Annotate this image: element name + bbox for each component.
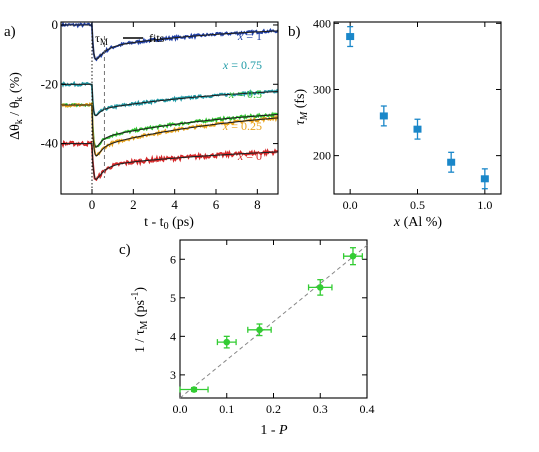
panel-a-series-fit <box>62 143 279 180</box>
panel-a-series-fit <box>62 104 279 148</box>
panel-b: b) 0.0 0.5 1.0 200 300 400 τM (fs) x (Al %) <box>288 16 502 230</box>
panel-c-xtick-label: 0.0 <box>173 402 188 416</box>
panel-a-xlabel: t - t0 (ps) <box>144 215 194 232</box>
panel-c-point <box>256 326 263 334</box>
panel-a-xtick-label: 2 <box>130 197 137 212</box>
panel-c-ytick-label: 6 <box>170 252 176 266</box>
panel-c-point <box>190 386 198 393</box>
panel-a-xtick-label: 6 <box>213 197 220 212</box>
panel-c-frame <box>179 239 368 399</box>
panel-c-point <box>223 338 231 346</box>
panel-a-series-label: x = 0.5 <box>228 87 262 101</box>
panel-a-ytick-label: -40 <box>41 136 58 151</box>
panel-b-letter: b) <box>288 24 301 40</box>
panel-b-frame <box>333 21 502 195</box>
panel-c-axes: 0.0 0.1 0.2 0.3 0.4 3 4 5 6 <box>170 240 375 416</box>
panel-a-frame <box>60 21 279 195</box>
panel-a-letter: a) <box>4 24 16 40</box>
panel-c-points <box>179 247 363 393</box>
panel-c-letter: c) <box>119 242 131 258</box>
panel-c-ylabel: 1 / τM (ps-1) <box>130 287 150 353</box>
panel-a-tau-label: τM <box>95 31 108 47</box>
panel-a-ytick-label: 0 <box>52 17 59 32</box>
panel-a-series-fit <box>62 24 279 60</box>
panel-a-ytick-label: -20 <box>41 76 58 91</box>
panel-b-ytick-label: 200 <box>313 149 331 163</box>
panel-b-xtick-label: 0.5 <box>410 198 425 212</box>
panel-b-ytick-label: 300 <box>313 82 331 96</box>
panel-a-xtick-label: 4 <box>171 197 178 212</box>
panel-c-ytick-label: 5 <box>170 291 176 305</box>
panel-c-xtick-label: 0.4 <box>360 402 375 416</box>
panel-c-ytick-label: 4 <box>170 329 176 343</box>
panel-c-xtick-label: 0.1 <box>219 402 234 416</box>
panel-a-series-label: x = 0 <box>237 149 262 163</box>
panel-b-xtick-label: 0.0 <box>343 198 358 212</box>
panel-b-axes: 0.0 0.5 1.0 200 300 400 <box>313 16 501 212</box>
panel-a-series-label: x = 0.75 <box>222 58 262 72</box>
panel-c-point <box>349 252 357 260</box>
panel-a-legend-label: fits <box>149 31 165 45</box>
panel-c-ytick-label: 3 <box>170 368 176 382</box>
panel-a-series-label: x = 0.25 <box>222 119 262 133</box>
panel-c-fit-line <box>179 245 368 399</box>
panel-b-point <box>480 175 489 183</box>
panel-c: c) 0.0 0.1 0.2 0.3 0.4 3 4 5 6 1 / τM (ps-1) 1 -… <box>119 239 375 438</box>
panel-b-point <box>346 33 355 41</box>
panel-b-points <box>346 25 489 190</box>
panel-b-point <box>379 112 388 120</box>
panel-c-xtick-label: 0.3 <box>313 402 328 416</box>
panel-c-xlabel: 1 - P <box>260 423 288 438</box>
panel-b-point <box>413 125 422 133</box>
panel-a: a) 0 2 4 6 8-40-200 τM fits x = 1x = 0.75x =… <box>4 17 279 232</box>
panel-a-plot-data <box>61 21 279 182</box>
panel-c-point <box>316 284 324 291</box>
panel-b-point <box>447 158 456 166</box>
panel-a-ylabel: Δθk / θk (%) <box>8 72 25 140</box>
panel-a-series-fit <box>62 83 279 117</box>
panel-b-xtick-label: 1.0 <box>477 198 492 212</box>
panel-a-series-label: x = 1 <box>237 29 262 43</box>
panel-b-ytick-label: 400 <box>313 16 331 30</box>
panel-a-xtick-label: 8 <box>254 197 261 212</box>
panel-a-series-labels: x = 1 x = 0.75 x = 0.5 x = 0.25 x = 0 <box>222 29 262 163</box>
panel-a-xtick-label: 0 <box>89 197 96 212</box>
panel-b-ylabel: τM (fs) <box>293 89 310 126</box>
panel-a-series-fit <box>62 104 279 157</box>
panel-c-xtick-label: 0.2 <box>266 402 281 416</box>
panel-a-axes: 0 2 4 6 8 -40 -20 0 <box>41 17 278 212</box>
panel-b-xlabel: x (Al %) <box>393 215 443 230</box>
